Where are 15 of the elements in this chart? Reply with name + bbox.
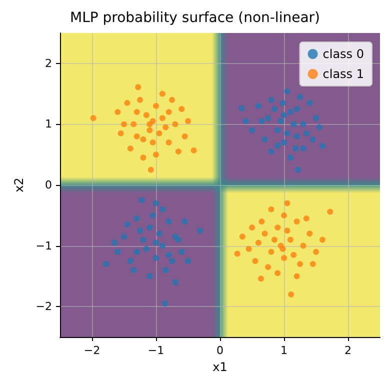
legend-label: class 0 [322, 47, 364, 61]
y-tick-label: 2 [45, 56, 52, 70]
chart-title: MLP probability surface (non-linear) [70, 10, 320, 26]
y-tick-label: −2 [36, 300, 52, 314]
x-tick-label: 2 [344, 344, 352, 357]
x-tick-label: −2 [84, 344, 100, 357]
y-axis-title: x2 [12, 178, 26, 192]
y-tick-label: 0 [45, 178, 52, 192]
y-tick-label: 1 [45, 118, 52, 131]
x-tick-label: 0 [216, 344, 224, 357]
x-tick-label: −1 [148, 344, 164, 357]
legend-label: class 1 [322, 67, 364, 81]
x-tick-label: 1 [280, 344, 288, 357]
y-tick-label: −1 [36, 239, 52, 252]
x-axis-title: x1 [212, 360, 228, 374]
